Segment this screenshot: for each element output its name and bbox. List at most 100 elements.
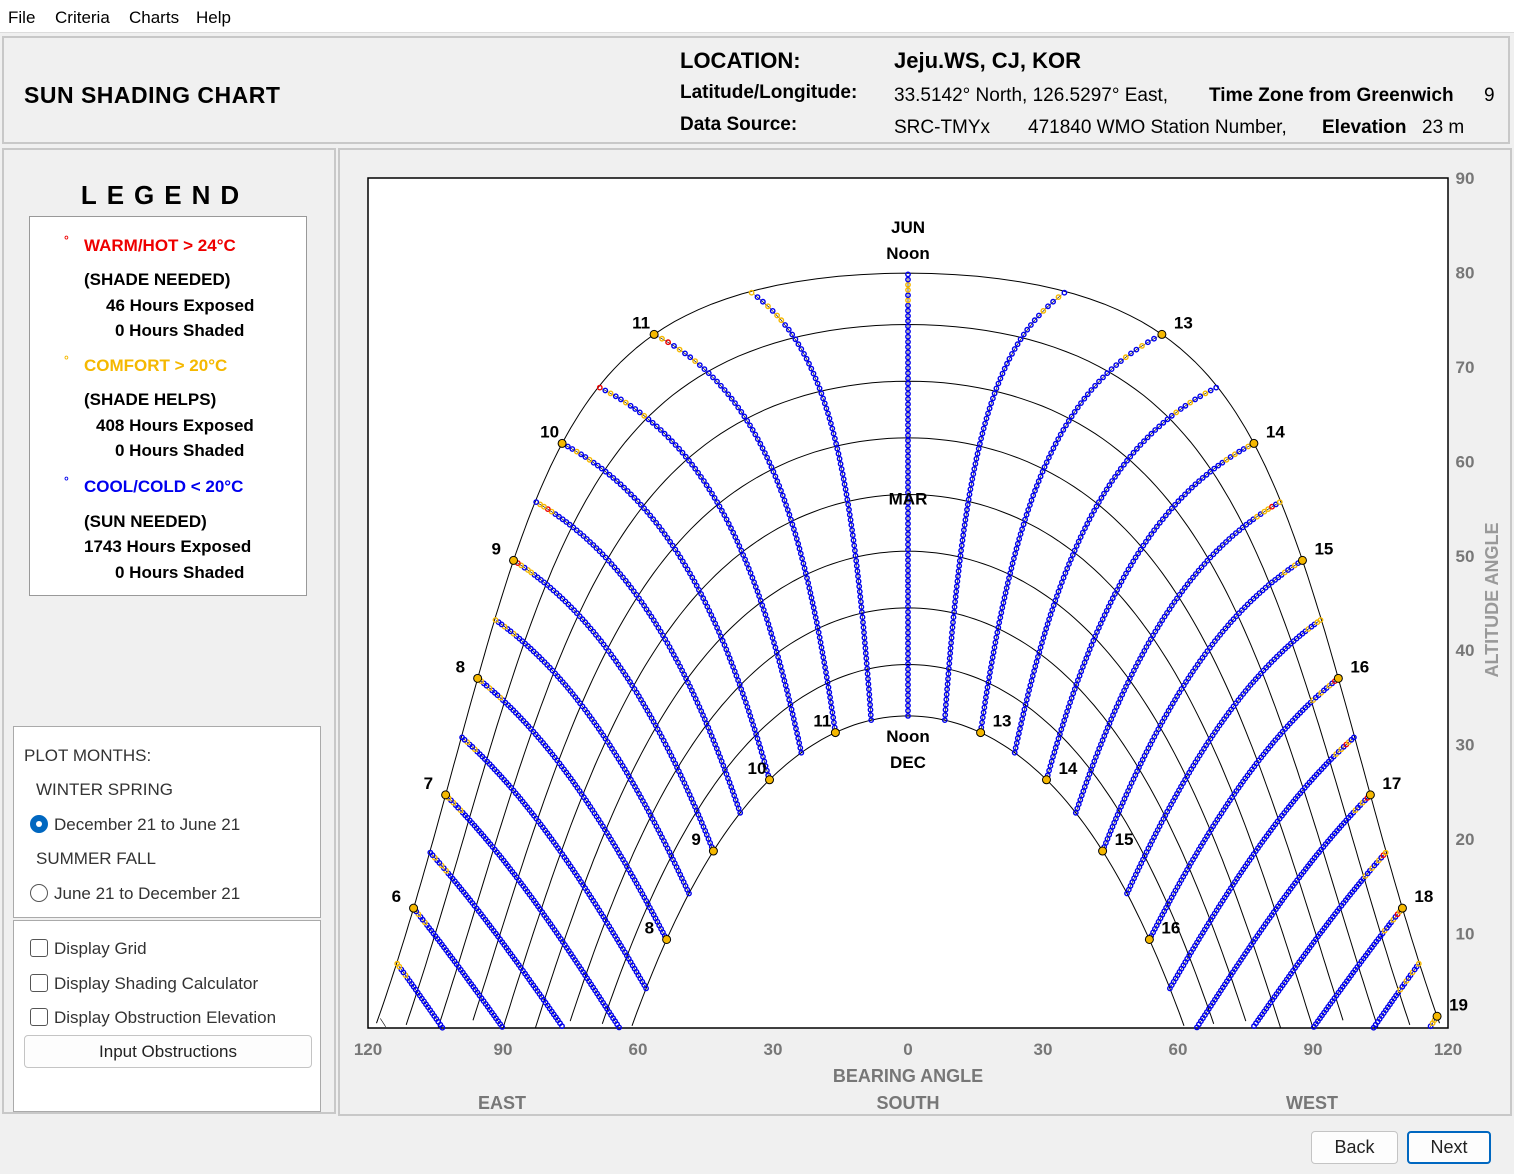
back-button[interactable]: Back	[1311, 1131, 1398, 1164]
data-point	[749, 574, 756, 581]
data-point	[905, 681, 911, 688]
data-point	[611, 564, 618, 571]
data-point	[991, 644, 998, 651]
data-point	[811, 609, 818, 616]
data-point	[556, 513, 562, 520]
data-point	[905, 344, 911, 350]
display-grid-label[interactable]: Display Grid	[54, 939, 147, 958]
data-point	[1250, 595, 1257, 602]
data-point	[945, 676, 951, 682]
x-tick-label: 30	[1034, 1040, 1053, 1059]
data-point	[1145, 535, 1152, 541]
data-point	[800, 560, 807, 567]
data-point	[1068, 556, 1074, 563]
data-point	[1140, 542, 1147, 549]
data-point	[905, 552, 911, 558]
next-button[interactable]: Next	[1407, 1131, 1491, 1164]
data-point	[686, 457, 692, 464]
summer-fall-radio[interactable]	[30, 884, 48, 902]
hour-label: 8	[456, 657, 465, 676]
input-obstructions-button[interactable]: Input Obstructions	[24, 1035, 312, 1068]
data-point	[754, 294, 761, 300]
data-point	[625, 581, 632, 588]
data-point	[905, 453, 911, 460]
data-point	[732, 534, 739, 540]
x-tick-label: 90	[1304, 1040, 1323, 1059]
data-point	[905, 333, 911, 340]
data-point	[1184, 581, 1191, 588]
data-point	[1141, 438, 1147, 445]
data-point	[599, 551, 606, 558]
data-point	[1125, 566, 1132, 573]
data-point	[1176, 591, 1183, 598]
menu-charts[interactable]: Charts	[129, 8, 180, 27]
data-point	[863, 660, 870, 667]
data-point	[971, 466, 978, 472]
data-point	[1039, 468, 1046, 475]
winter-spring-label: WINTER SPRING	[36, 780, 173, 799]
data-point	[905, 479, 911, 486]
data-point	[1073, 543, 1080, 549]
winter-spring-radio[interactable]	[30, 815, 48, 833]
data-point	[1239, 524, 1246, 531]
data-point	[1201, 561, 1208, 567]
data-point	[1276, 499, 1283, 505]
data-point	[905, 318, 911, 324]
data-point	[701, 366, 708, 372]
data-point	[1198, 564, 1205, 571]
data-point	[791, 526, 797, 533]
data-point	[1107, 599, 1114, 606]
hour-marker	[1157, 329, 1167, 339]
display-calc-checkbox[interactable]	[30, 974, 48, 992]
data-point	[590, 542, 597, 548]
data-point	[783, 502, 789, 508]
y-tick-label: 10	[1456, 925, 1475, 944]
summer-fall-range[interactable]: June 21 to December 21	[54, 884, 241, 903]
data-point	[845, 501, 852, 508]
data-point	[1032, 487, 1038, 494]
data-point	[676, 346, 683, 353]
data-point	[620, 574, 626, 581]
data-point	[828, 704, 835, 711]
display-grid-checkbox[interactable]	[30, 939, 48, 957]
data-point	[718, 382, 724, 389]
display-obst-checkbox[interactable]	[30, 1008, 48, 1026]
data-point	[1112, 591, 1118, 597]
data-point	[842, 486, 849, 493]
data-point	[754, 436, 761, 442]
data-point	[864, 665, 871, 672]
data-point	[769, 307, 776, 314]
data-point	[764, 616, 770, 623]
data-point	[829, 425, 836, 432]
display-calc-label[interactable]: Display Shading Calculator	[54, 974, 259, 993]
data-point	[695, 469, 701, 476]
data-point	[760, 298, 766, 305]
data-point	[942, 706, 949, 713]
data-point	[863, 655, 870, 662]
data-point	[949, 629, 955, 636]
menu-file[interactable]: File	[8, 8, 36, 27]
data-point	[905, 567, 911, 574]
display-obst-label[interactable]: Display Obstruction Elevation	[54, 1008, 277, 1027]
data-point	[1115, 469, 1121, 476]
hour-label: 6	[392, 887, 401, 906]
data-point	[638, 599, 645, 605]
winter-spring-range[interactable]: December 21 to June 21	[54, 815, 241, 834]
wmo-value: 471840 WMO Station Number,	[1028, 117, 1287, 138]
warm-dot-icon: °	[64, 233, 69, 247]
data-point	[1106, 482, 1113, 489]
data-point	[1001, 594, 1008, 601]
menu-help[interactable]: Help	[196, 8, 231, 27]
data-point	[1069, 552, 1076, 558]
data-point	[698, 591, 704, 597]
menu-criteria[interactable]: Criteria	[55, 8, 110, 27]
data-point	[552, 511, 559, 517]
data-point	[647, 512, 654, 519]
data-point	[945, 670, 952, 677]
legend-cool-name: COOL/COLD < 20°C	[84, 477, 244, 496]
data-point	[1151, 335, 1157, 342]
data-point	[774, 478, 781, 485]
data-point	[969, 476, 976, 482]
timezone-value: 9	[1484, 85, 1495, 106]
data-point	[730, 529, 737, 536]
